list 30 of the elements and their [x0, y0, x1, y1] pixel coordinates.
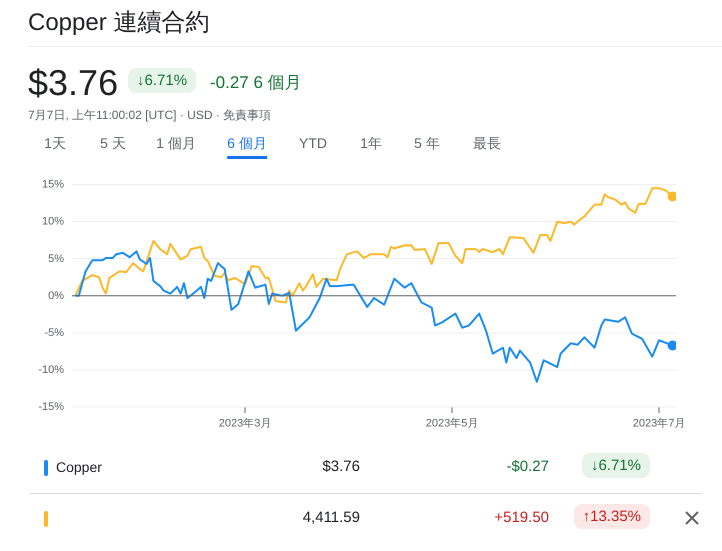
x-tick-label: 2023年3月 — [218, 418, 272, 430]
text: ↓6.71% — [582, 453, 650, 478]
text: $3.76 — [28, 62, 118, 104]
y-tick-label: -5% — [44, 326, 64, 339]
text: 5 天 — [100, 135, 126, 153]
text: 6 個月 — [227, 135, 267, 159]
chart-title: Copper 連續合約 — [28, 8, 210, 38]
text: 4,411.59 — [302, 509, 360, 526]
text: ↓6.71% — [128, 68, 196, 93]
y-tick-label: 10% — [42, 216, 64, 228]
text: YTD — [299, 135, 327, 151]
y-tick-label: 15% — [42, 178, 64, 191]
x-tick-label: 2023年5月 — [426, 418, 478, 430]
text: 1天 — [44, 135, 66, 153]
text: -$0.27 — [506, 458, 549, 475]
y-tick-label: 5% — [48, 252, 64, 265]
legend-label: Copper — [56, 459, 102, 475]
text: 最長 — [473, 135, 501, 153]
text: +519.50 — [494, 509, 549, 526]
text: ↑13.35% — [574, 504, 650, 529]
text: $3.76 — [322, 458, 360, 475]
y-tick-label: -10% — [38, 364, 64, 376]
text: 1 個月 — [156, 135, 196, 153]
text: -0.27 6 個月 — [210, 72, 302, 94]
y-tick-label: -15% — [38, 401, 64, 414]
text: 1年 — [360, 135, 382, 153]
y-tick-label: 0% — [48, 290, 64, 302]
text: 5 年 — [414, 135, 440, 153]
x-tick-label: 2023年7月 — [632, 418, 686, 430]
text: 7月7日, 上午11:00:02 [UTC] · USD · 免責事項 — [28, 107, 272, 124]
